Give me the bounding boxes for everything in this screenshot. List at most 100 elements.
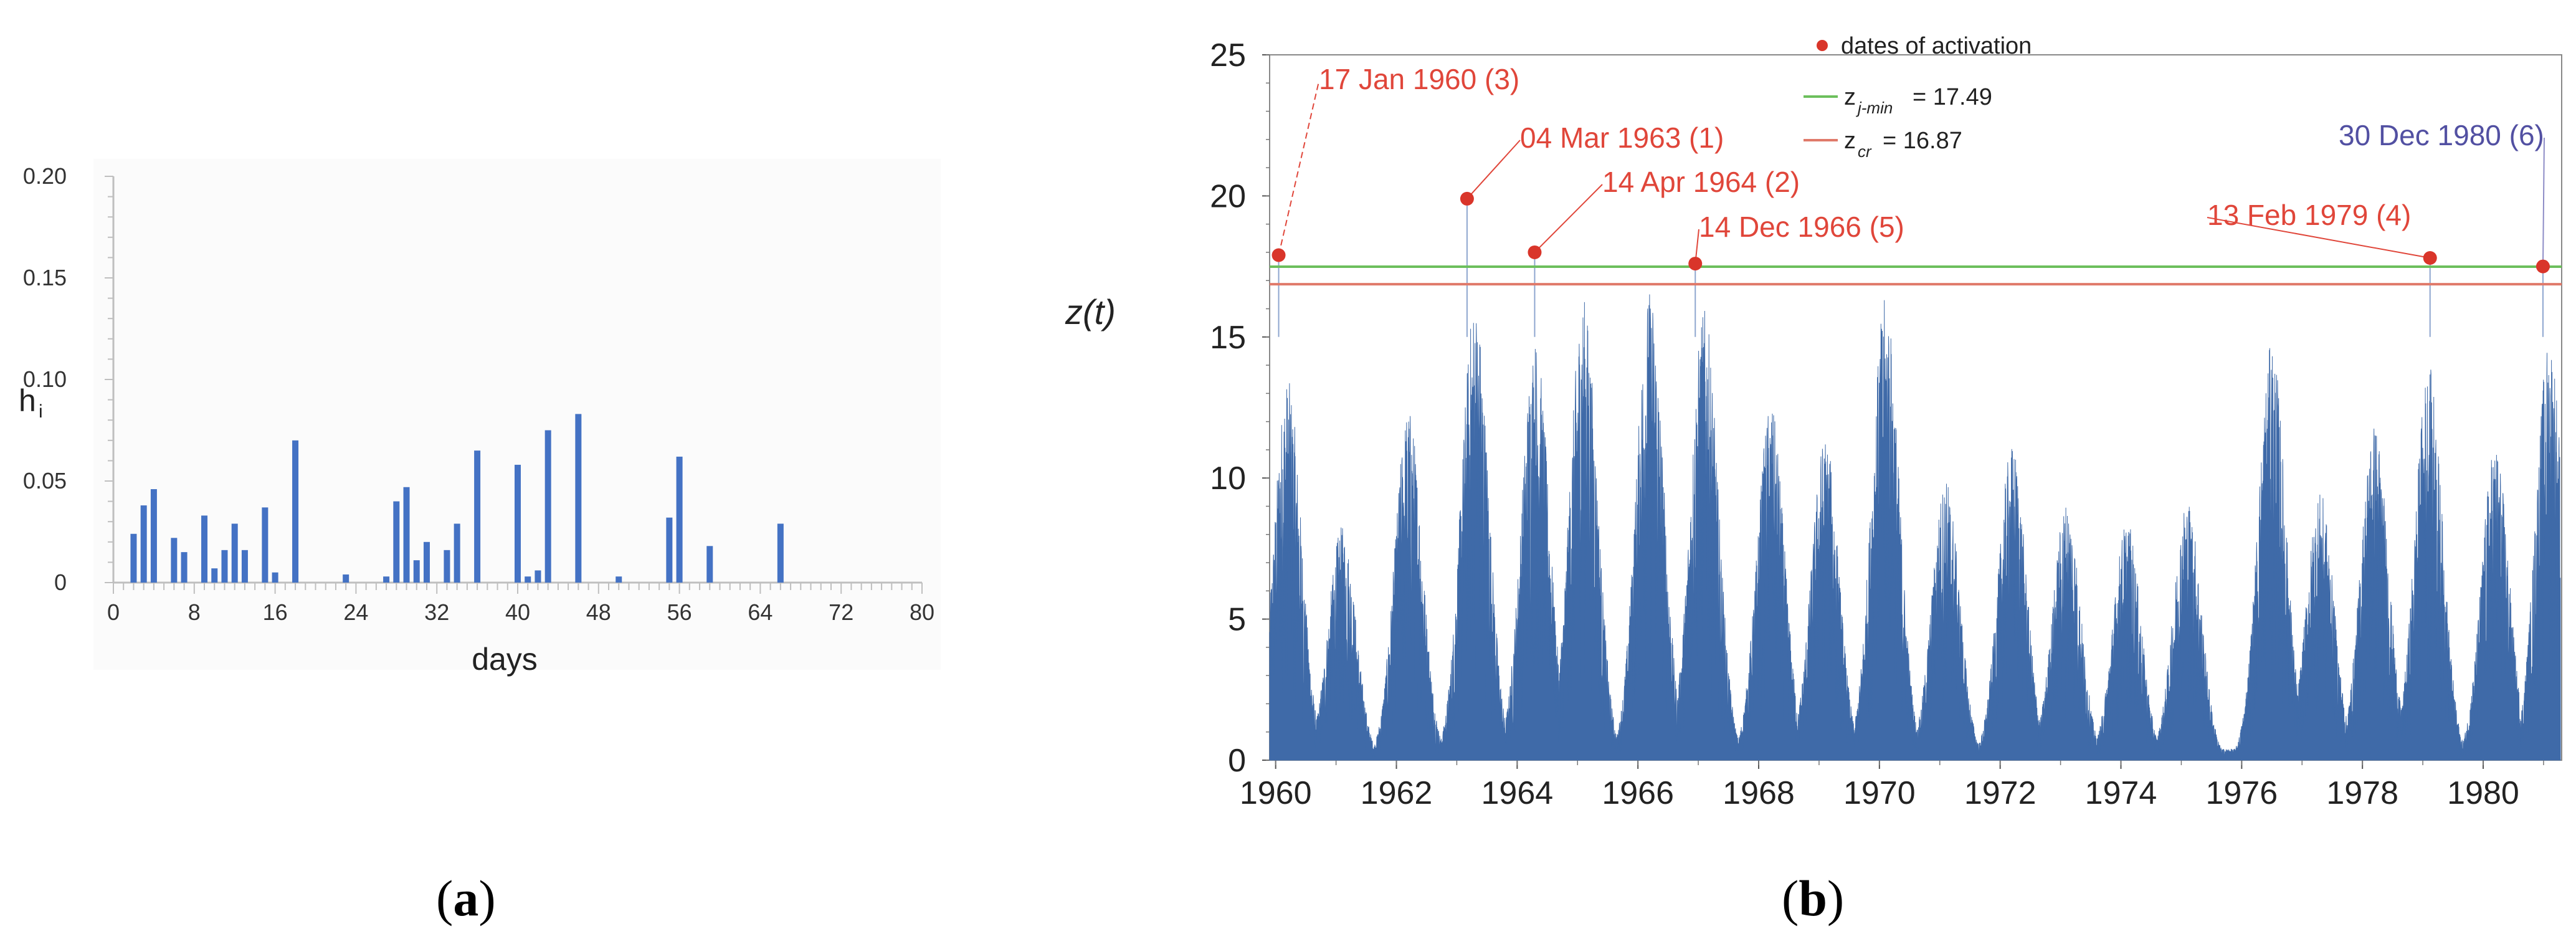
x-tick-label: 80 bbox=[910, 599, 934, 625]
activation-point bbox=[2536, 259, 2550, 274]
histogram-bar bbox=[544, 430, 551, 583]
x-tick-label: 1974 bbox=[2085, 775, 2157, 811]
histogram-bar bbox=[383, 576, 390, 583]
activation-point bbox=[1271, 248, 1286, 262]
panel-a-label: (a) bbox=[436, 870, 496, 927]
panel-b-letter: b bbox=[1799, 870, 1827, 927]
histogram-bar bbox=[423, 541, 430, 583]
y-tick-label: 0 bbox=[1228, 743, 1246, 779]
histogram-bar bbox=[777, 523, 784, 583]
x-tick-label: 1978 bbox=[2326, 775, 2398, 811]
y-tick-label: 0 bbox=[54, 570, 67, 595]
histogram-bar bbox=[474, 450, 481, 583]
x-tick-label: 40 bbox=[505, 599, 530, 625]
y-axis-label: h bbox=[19, 383, 36, 418]
x-tick-label: 1980 bbox=[2447, 775, 2519, 811]
x-tick-label: 72 bbox=[829, 599, 853, 625]
y-axis-label: z(t) bbox=[1065, 292, 1116, 331]
histogram-bar bbox=[241, 550, 248, 583]
x-tick-label: 1966 bbox=[1602, 775, 1674, 811]
activation-label: 04 Mar 1963 (1) bbox=[1520, 122, 1724, 154]
legend-label-zj-sub: j-min bbox=[1856, 98, 1893, 117]
histogram-bar bbox=[454, 523, 460, 583]
activation-point bbox=[1688, 257, 1703, 271]
y-tick-label: 25 bbox=[1210, 37, 1246, 74]
y-tick-label: 0.15 bbox=[23, 265, 67, 290]
y-axis-label-subscript: i bbox=[39, 401, 43, 422]
activation-label: 17 Jan 1960 (3) bbox=[1319, 63, 1519, 95]
y-tick-label: 10 bbox=[1210, 460, 1246, 497]
histogram-bar bbox=[393, 501, 400, 583]
x-tick-label: 24 bbox=[343, 599, 368, 625]
x-tick-label: 8 bbox=[188, 599, 201, 625]
histogram-bar bbox=[292, 440, 299, 583]
histogram-bar bbox=[171, 538, 178, 583]
activation-label: 14 Dec 1966 (5) bbox=[1699, 211, 1904, 243]
y-tick-label: 0.20 bbox=[23, 163, 67, 189]
legend-label-zj-value: = 17.49 bbox=[1913, 84, 1992, 110]
x-tick-label: 16 bbox=[263, 599, 288, 625]
x-tick-label: 64 bbox=[748, 599, 772, 625]
x-tick-label: 0 bbox=[107, 599, 120, 625]
z-series-area bbox=[1269, 294, 2561, 761]
activation-label: 13 Feb 1979 (4) bbox=[2207, 199, 2411, 231]
histogram-bar bbox=[201, 515, 208, 583]
histogram-bar bbox=[262, 507, 269, 583]
activation-point bbox=[1460, 191, 1474, 206]
histogram-bar bbox=[343, 574, 349, 583]
y-tick-label: 0.10 bbox=[23, 366, 67, 392]
histogram-bar bbox=[575, 414, 582, 583]
x-tick-label: 48 bbox=[586, 599, 611, 625]
histogram-bar bbox=[615, 576, 622, 583]
histogram-bar bbox=[221, 550, 228, 583]
y-tick-label: 0.05 bbox=[23, 468, 67, 493]
legend-label-zcr-value: = 16.87 bbox=[1883, 128, 1962, 154]
activation-leader-line bbox=[2542, 137, 2545, 267]
histogram-bar bbox=[231, 523, 238, 583]
histogram-bar bbox=[272, 572, 278, 583]
y-tick-label: 5 bbox=[1228, 602, 1246, 638]
x-tick-label: 1972 bbox=[1964, 775, 2037, 811]
x-tick-label: 1960 bbox=[1240, 775, 1312, 811]
activation-point bbox=[2423, 251, 2437, 265]
legend-marker-activation bbox=[1817, 40, 1828, 51]
panel-a-letter: a bbox=[453, 870, 479, 927]
histogram-bar bbox=[525, 576, 531, 583]
activation-leader-line bbox=[2207, 217, 2430, 259]
activation-label: 14 Apr 1964 (2) bbox=[1602, 166, 1800, 198]
x-tick-label: 1964 bbox=[1481, 775, 1554, 811]
histogram-bar bbox=[706, 546, 713, 583]
x-axis-label: days bbox=[472, 642, 538, 677]
histogram-bar bbox=[140, 505, 147, 583]
activation-point bbox=[1528, 245, 1542, 259]
histogram-bar bbox=[403, 487, 410, 583]
histogram-bar bbox=[444, 550, 450, 583]
activation-label: 30 Dec 1980 (6) bbox=[2339, 119, 2544, 151]
legend-label-activation: dates of activation bbox=[1841, 33, 2032, 59]
x-tick-label: 1968 bbox=[1723, 775, 1795, 811]
histogram-bar bbox=[150, 489, 157, 583]
x-tick-label: 1970 bbox=[1843, 775, 1916, 811]
histogram-bar bbox=[181, 552, 188, 583]
histogram-bar bbox=[535, 570, 541, 583]
legend-label-zj-name: z bbox=[1844, 84, 1856, 110]
activation-leader-line bbox=[1534, 184, 1603, 253]
activation-leader-line bbox=[1466, 140, 1521, 199]
histogram-bar bbox=[413, 560, 420, 583]
panel-b-timeseries: 0 5 10 15 20 25 1960 1962 1964 1966 1968 1970 1972 19… bbox=[1065, 33, 2562, 811]
panel-b-label: (b) bbox=[1782, 870, 1845, 927]
histogram-bar bbox=[211, 568, 218, 583]
x-tick-label: 1962 bbox=[1361, 775, 1433, 811]
legend-label-zcr-name: z bbox=[1844, 128, 1856, 154]
x-tick-label: 1976 bbox=[2206, 775, 2278, 811]
panel-a-histogram: 0 0.05 0.10 0.15 0.20 0 8 16 24 32 40 48 56 64 72 80 h i d… bbox=[19, 159, 941, 677]
x-tick-label: 32 bbox=[424, 599, 449, 625]
y-tick-label: 20 bbox=[1210, 178, 1246, 214]
histogram-bar bbox=[515, 464, 521, 583]
y-tick-label: 15 bbox=[1210, 320, 1246, 356]
x-tick-label: 56 bbox=[667, 599, 692, 625]
legend-label-zcr-sub: cr bbox=[1858, 142, 1872, 161]
histogram-bar bbox=[130, 533, 137, 583]
histogram-bar bbox=[676, 456, 683, 583]
histogram-bar bbox=[666, 517, 673, 583]
